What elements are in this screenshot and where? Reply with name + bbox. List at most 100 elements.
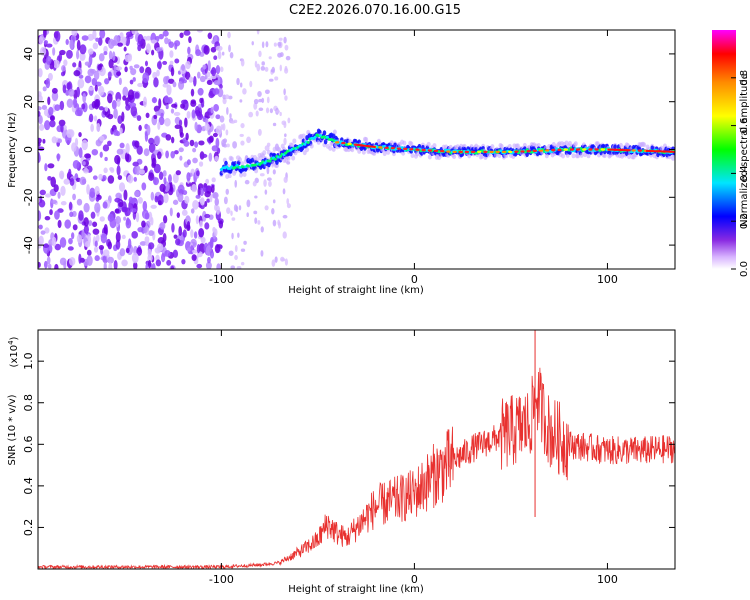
noise-blob — [204, 200, 208, 208]
noise-blob-faint — [270, 69, 275, 73]
signal-peak — [575, 148, 581, 151]
noise-blob — [83, 224, 89, 234]
spectrogram-ylabel: Frequency (Hz) — [7, 112, 18, 188]
noise-blob-faint — [257, 220, 261, 225]
noise-blob — [206, 198, 210, 203]
noise-blob — [136, 247, 143, 256]
noise-blob — [151, 263, 156, 269]
noise-blob — [49, 120, 56, 128]
noise-blob — [104, 78, 110, 85]
noise-blob-faint — [279, 64, 282, 72]
noise-blob — [72, 193, 76, 201]
noise-blob — [211, 184, 215, 194]
noise-blob — [114, 197, 121, 203]
noise-blob — [155, 110, 161, 116]
noise-blob — [50, 176, 57, 188]
noise-blob — [81, 103, 86, 110]
signal-halo — [618, 142, 623, 148]
noise-blob — [164, 249, 171, 257]
noise-blob — [92, 228, 100, 235]
noise-blob — [94, 185, 100, 195]
noise-blob — [51, 87, 58, 94]
noise-blob — [136, 145, 143, 155]
noise-blob — [142, 72, 150, 84]
noise-blob — [134, 190, 140, 197]
noise-blob-faint — [230, 120, 236, 124]
signal-peak — [421, 148, 426, 152]
noise-blob-faint — [260, 66, 266, 71]
signal-halo — [490, 144, 495, 150]
noise-blob — [200, 236, 206, 244]
noise-blob — [195, 215, 199, 225]
signal-peak — [378, 146, 383, 149]
noise-blob — [156, 61, 162, 70]
noise-blob — [181, 99, 188, 105]
signal-halo — [401, 150, 406, 156]
noise-blob — [145, 112, 150, 119]
noise-blob — [192, 147, 197, 153]
noise-blob — [211, 67, 217, 77]
noise-blob — [38, 137, 42, 144]
noise-blob — [213, 80, 220, 86]
snr-xlabel: Height of straight line (km) — [288, 584, 424, 595]
snr-frame — [37, 329, 676, 570]
noise-blob-faint — [284, 133, 287, 138]
snr-xtick-label: -100 — [209, 573, 234, 586]
noise-blob — [124, 151, 130, 162]
noise-blob-faint — [252, 180, 257, 187]
noise-blob — [116, 165, 121, 176]
noise-blob — [122, 86, 129, 98]
noise-blob — [117, 175, 123, 180]
snr-ytick-label: 0.6 — [22, 436, 35, 454]
noise-blob — [69, 39, 74, 50]
signal-peak — [415, 148, 420, 151]
noise-blob-faint — [246, 199, 251, 208]
noise-blob — [210, 106, 214, 114]
signal-peak — [532, 149, 538, 153]
noise-blob — [139, 241, 147, 246]
noise-blob — [128, 196, 134, 204]
signal-halo — [522, 142, 527, 148]
noise-blob — [173, 150, 179, 155]
noise-blob — [154, 135, 161, 146]
signal-halo — [642, 142, 647, 148]
noise-blob — [215, 114, 221, 120]
noise-blob — [82, 92, 87, 103]
noise-blob — [190, 88, 195, 97]
noise-blob-faint — [271, 259, 276, 267]
noise-blob — [187, 46, 191, 55]
noise-blob-faint — [226, 143, 230, 148]
noise-blob — [199, 97, 204, 104]
noise-blob-faint — [260, 226, 264, 233]
noise-blob — [125, 31, 133, 38]
noise-blob — [189, 139, 195, 147]
signal-halo — [571, 153, 576, 159]
colorbar-tick-label: 0.2 — [739, 213, 750, 229]
noise-blob — [119, 142, 125, 149]
noise-blob — [57, 219, 62, 229]
signal-core — [303, 142, 307, 146]
signal-halo — [389, 140, 394, 146]
noise-blob — [90, 123, 94, 132]
signal-halo — [272, 146, 277, 152]
noise-blob — [43, 40, 49, 45]
noise-blob — [118, 77, 122, 86]
noise-blob — [91, 101, 97, 109]
signal-halo — [225, 174, 230, 180]
noise-blob — [212, 88, 220, 95]
signal-peak — [402, 147, 408, 151]
noise-blob — [77, 78, 85, 89]
noise-blob — [179, 32, 184, 39]
noise-blob — [173, 234, 178, 239]
signal-core — [306, 141, 310, 144]
noise-blob — [76, 234, 82, 244]
noise-blob — [191, 109, 196, 119]
noise-blob — [103, 224, 108, 235]
noise-blob — [99, 151, 103, 158]
noise-blob — [127, 89, 135, 101]
noise-blob — [49, 115, 56, 122]
signal-halo — [602, 153, 607, 159]
noise-blob — [162, 30, 169, 37]
noise-blob — [206, 71, 211, 78]
noise-blob — [168, 41, 175, 48]
